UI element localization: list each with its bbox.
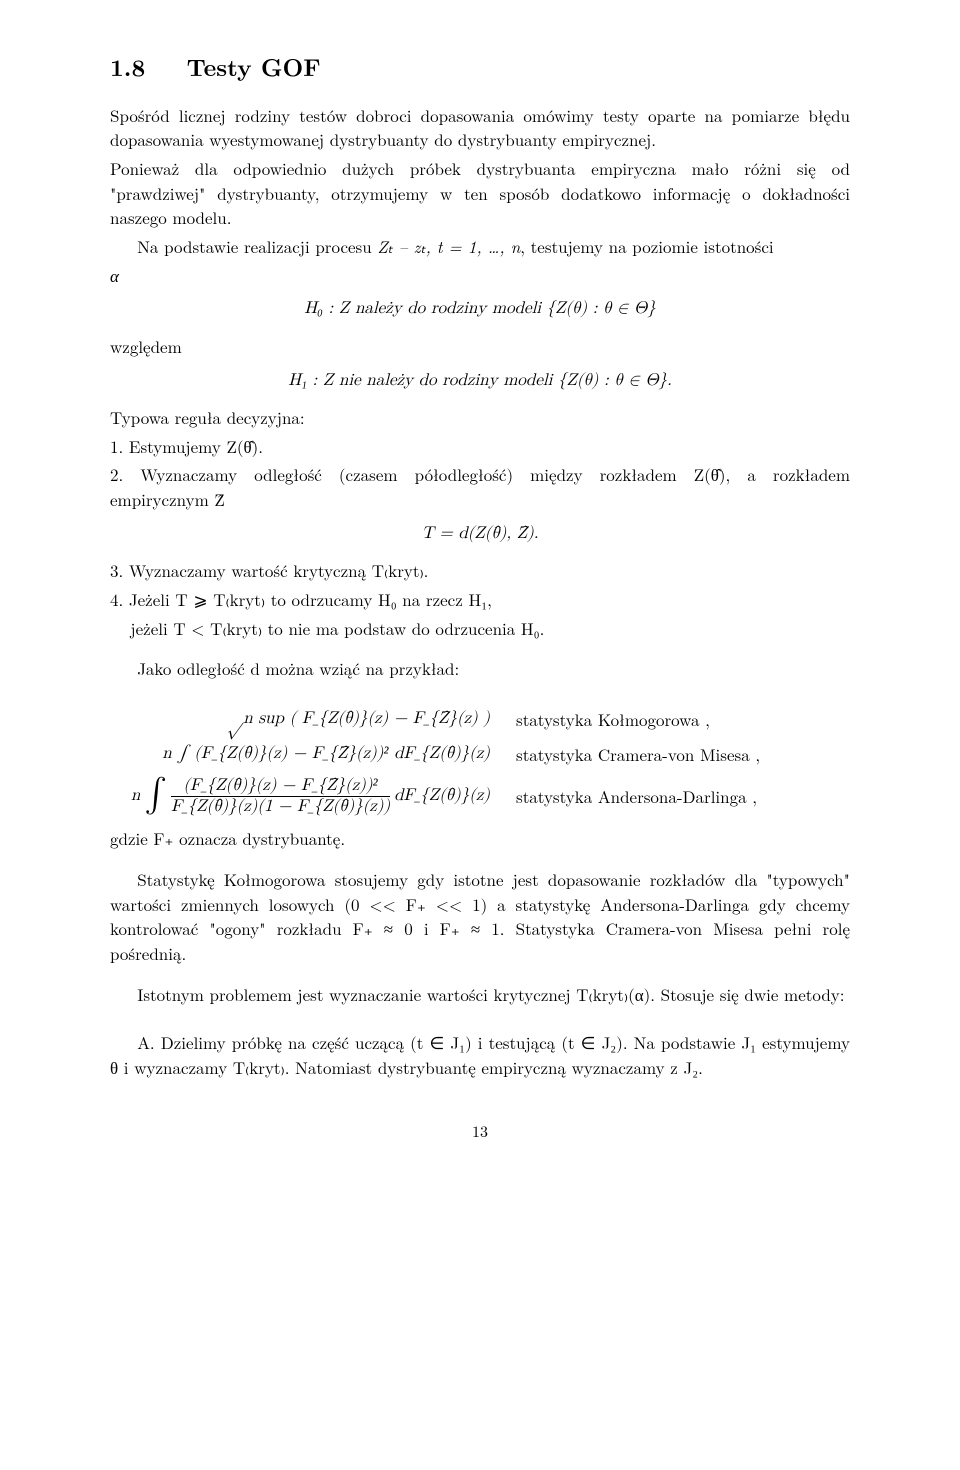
step-1: 1. Estymujemy Z(θ̂). bbox=[110, 434, 850, 459]
anderson-numerator: (F_{Z(θ̂)}(z) − F_{Ẑ}(z))² bbox=[183, 776, 377, 796]
alpha-symbol: α bbox=[110, 263, 119, 287]
hypothesis-h0: H₀ : Z należy do rodziny modeli {Z(θ) : … bbox=[110, 297, 850, 322]
section-heading: 1.8 Testy GOF bbox=[110, 50, 850, 85]
stat-anderson-row: n ∫ (F_{Z(θ̂)}(z) − F_{Ẑ}(z))² F_{Z(θ̂)}… bbox=[110, 776, 850, 816]
spacer bbox=[110, 1010, 850, 1030]
basis-suffix: , testujemy na poziomie istotności bbox=[520, 234, 773, 258]
spacer bbox=[110, 970, 850, 982]
jako-odleglosc: Jako odległość d można wziąć na przykład… bbox=[110, 656, 850, 681]
stat-kolmogorov-label: statystyka Kołmogorowa , bbox=[516, 707, 850, 732]
stat-cramer-formula: n ∫ (F_{Z(θ̂)}(z) − F_{Ẑ}(z))² dF_{Z(θ̂)… bbox=[110, 742, 516, 767]
para-kolmogorov-usage: Statystykę Kołmogorowa stosujemy gdy ist… bbox=[110, 867, 850, 966]
paragraph-basis: Na podstawie realizacji procesu Zₜ – zₜ,… bbox=[110, 234, 850, 259]
typowa-regula: Typowa reguła decyzyjna: bbox=[110, 405, 850, 430]
stat-anderson-formula: n ∫ (F_{Z(θ̂)}(z) − F_{Ẑ}(z))² F_{Z(θ̂)}… bbox=[110, 776, 516, 816]
step-3: 3. Wyznaczamy wartość krytyczną T₍kryt₎. bbox=[110, 558, 850, 583]
step-2-equation: T = d(Z(θ̂), Ẑ). bbox=[110, 522, 850, 547]
spacer bbox=[110, 855, 850, 867]
anderson-denominator: F_{Z(θ̂)}(z)(1 − F_{Z(θ̂)}(z)) bbox=[171, 797, 390, 817]
gdzie-f: gdzie F₊ oznacza dystrybuantę. bbox=[110, 826, 850, 851]
spacer bbox=[110, 685, 850, 697]
anderson-tail: dF_{Z(θ̂)}(z) bbox=[394, 784, 490, 809]
method-a: A. Dzielimy próbkę na część uczącą (t ∈ … bbox=[110, 1030, 850, 1079]
anderson-fraction: (F_{Z(θ̂)}(z) − F_{Ẑ}(z))² F_{Z(θ̂)}(z)(… bbox=[171, 776, 390, 816]
step-2: 2. Wyznaczamy odległość (czasem półodleg… bbox=[110, 462, 850, 511]
section-number: 1.8 bbox=[110, 50, 145, 84]
hypothesis-h1: H₁ : Z nie należy do rodziny modeli {Z(θ… bbox=[110, 369, 850, 394]
spacer bbox=[110, 644, 850, 656]
stat-cramer-row: n ∫ (F_{Z(θ̂)}(z) − F_{Ẑ}(z))² dF_{Z(θ̂)… bbox=[110, 742, 850, 767]
basis-math: Zₜ – zₜ, t = 1, …, n bbox=[377, 234, 520, 258]
alpha-line: α bbox=[110, 263, 850, 288]
page: 1.8 Testy GOF Spośród licznej rodziny te… bbox=[0, 0, 960, 1470]
page-number: 13 bbox=[110, 1119, 850, 1142]
paragraph-intro-2: Ponieważ dla odpowiednio dużych próbek d… bbox=[110, 156, 850, 230]
basis-prefix: Na podstawie realizacji procesu bbox=[137, 234, 377, 258]
stat-kolmogorov-row: √n sup ( F_{Z(θ̂)}(z) − F_{Ẑ}(z) ) staty… bbox=[110, 707, 850, 732]
step-4a: 4. Jeżeli T ⩾ T₍kryt₎ to odrzucamy H₀ na… bbox=[110, 587, 850, 612]
para-istotny-problem: Istotnym problemem jest wyznaczanie wart… bbox=[110, 982, 850, 1007]
stat-cramer-label: statystyka Cramera-von Misesa , bbox=[516, 742, 850, 767]
anderson-n: n bbox=[131, 784, 140, 809]
section-title: Testy GOF bbox=[187, 50, 321, 84]
stat-kolmogorov-formula: √n sup ( F_{Z(θ̂)}(z) − F_{Ẑ}(z) ) bbox=[110, 707, 516, 732]
step-4b: jeżeli T < T₍kryt₎ to nie ma podstaw do … bbox=[110, 616, 850, 641]
paragraph-intro-1: Spośród licznej rodziny testów dobroci d… bbox=[110, 103, 850, 152]
wzgledem-label: względem bbox=[110, 334, 850, 359]
stat-anderson-label: statystyka Andersona-Darlinga , bbox=[516, 784, 850, 809]
